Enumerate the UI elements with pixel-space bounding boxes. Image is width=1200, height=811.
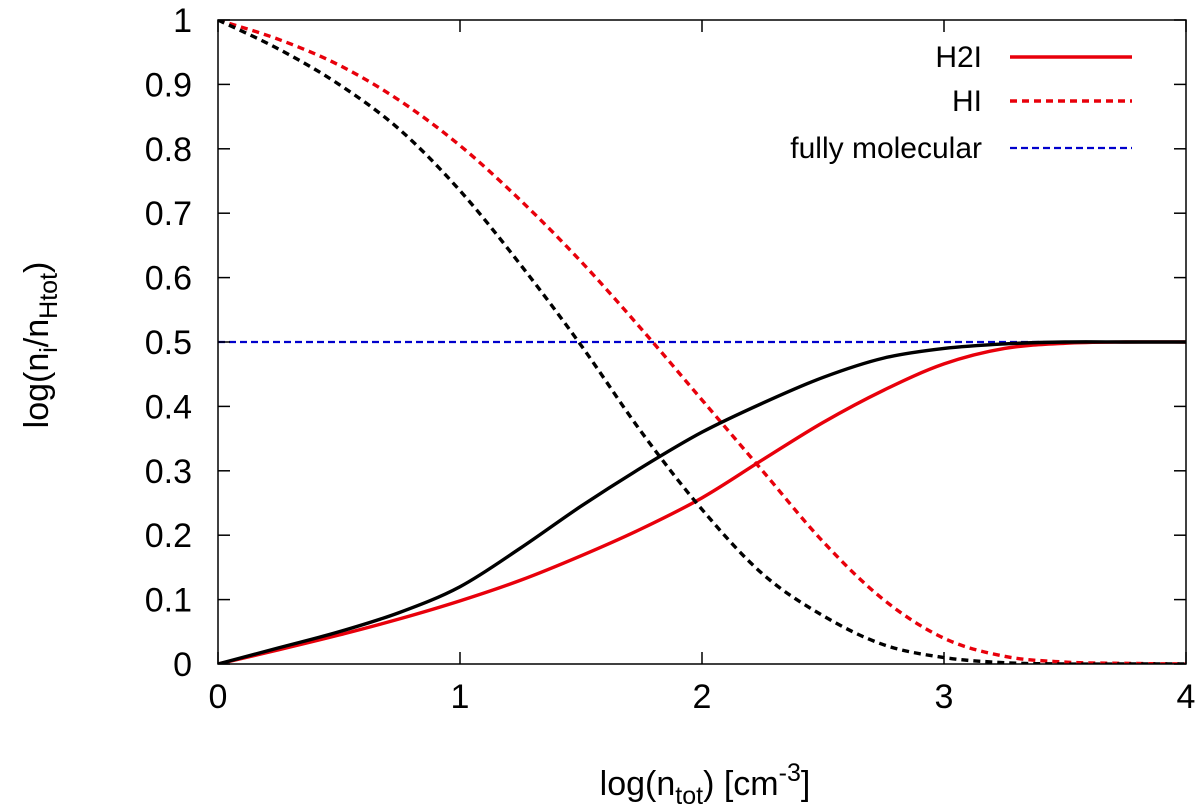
y-tick-label: 0.5 bbox=[145, 324, 192, 362]
x-tick-label: 4 bbox=[1177, 678, 1196, 716]
series-line-h2i-alt bbox=[218, 340, 1186, 664]
series-line-hi-alt bbox=[218, 20, 1186, 664]
x-axis-label: log(ntot) [cm-3] bbox=[600, 759, 811, 810]
x-tick-label: 1 bbox=[451, 678, 470, 716]
y-tick-label: 0.3 bbox=[145, 453, 192, 491]
x-tick-label: 2 bbox=[693, 678, 712, 716]
ticks-layer: 0 1 2 3 4 0 0.1 0.2 0.3 0.4 0.5 0.6 0.7 0.8 0.9 1 bbox=[145, 2, 1196, 716]
x-axis-label-rest: ) [cm bbox=[703, 765, 779, 803]
legend-label-hi: HI bbox=[952, 85, 982, 118]
y-axis-label-mid: /n bbox=[18, 319, 56, 347]
y-axis-label-end: ) bbox=[18, 262, 56, 273]
x-axis-label-sup: -3 bbox=[779, 759, 801, 787]
y-tick-label: 0 bbox=[173, 646, 192, 684]
y-tick-label: 0.1 bbox=[145, 582, 192, 620]
y-tick-label: 0.4 bbox=[145, 388, 192, 426]
y-tick-label: 1 bbox=[173, 2, 192, 40]
x-axis-label-end: ] bbox=[801, 765, 810, 803]
legend-label-fully-molecular: fully molecular bbox=[790, 132, 982, 165]
y-axis-label-main: log(n bbox=[18, 353, 56, 429]
y-tick-label: 0.6 bbox=[145, 260, 192, 298]
legend: H2I HI fully molecular bbox=[790, 41, 1132, 165]
y-axis-label-sub1: i bbox=[35, 347, 63, 353]
y-axis-label-sub2: Htot bbox=[35, 273, 63, 319]
series-line-h2i bbox=[218, 340, 1186, 664]
y-tick-label: 0.9 bbox=[145, 66, 192, 104]
series-layer bbox=[218, 20, 1186, 664]
y-tick-label: 0.2 bbox=[145, 517, 192, 555]
legend-label-h2i: H2I bbox=[935, 41, 982, 74]
x-axis-label-sub: tot bbox=[675, 782, 703, 810]
x-tick-label: 3 bbox=[935, 678, 954, 716]
x-axis-label-main: log(n bbox=[600, 765, 676, 803]
y-axis-label: log(ni/nHtot) bbox=[18, 262, 63, 429]
y-tick-label: 0.7 bbox=[145, 195, 192, 233]
series-line-hi bbox=[218, 20, 1186, 664]
y-tick-label: 0.8 bbox=[145, 131, 192, 169]
x-tick-label: 0 bbox=[209, 678, 228, 716]
